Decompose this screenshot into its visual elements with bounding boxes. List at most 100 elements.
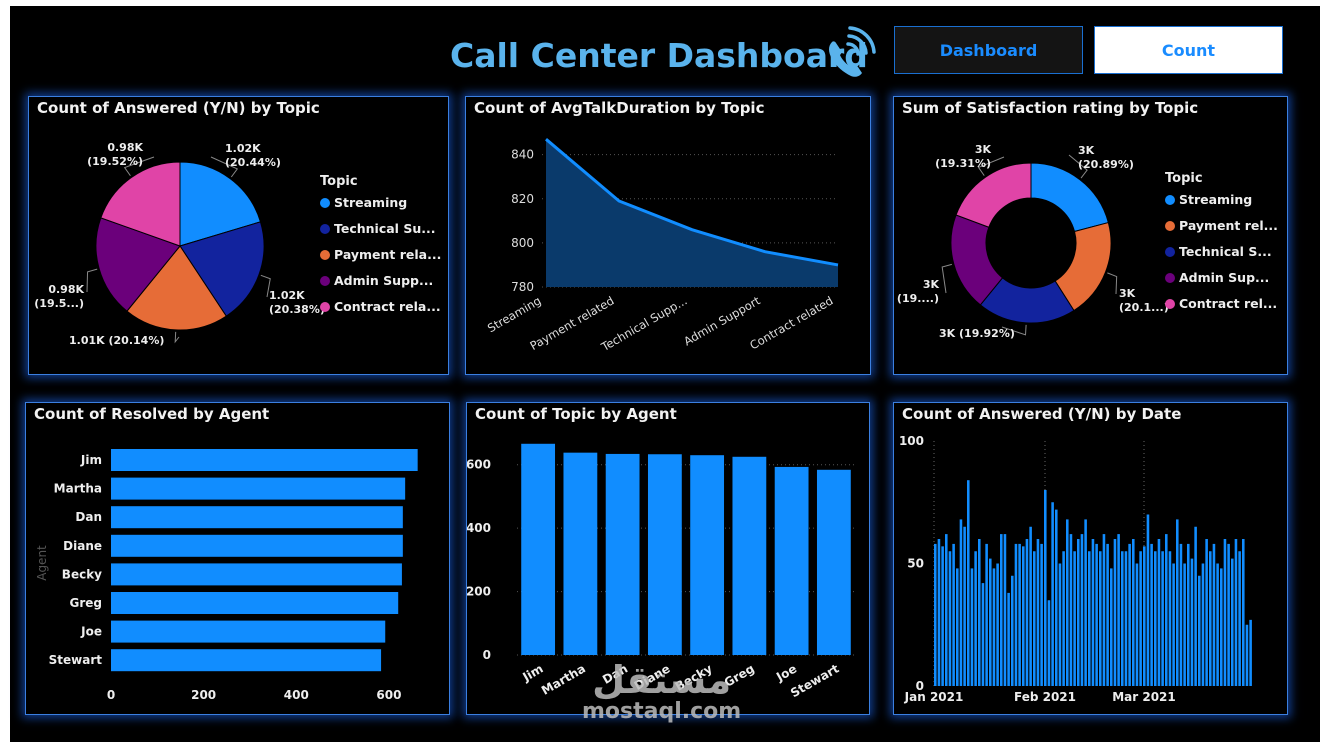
- bar-martha[interactable]: [563, 452, 598, 655]
- bar-martha[interactable]: [111, 477, 406, 500]
- date-bar[interactable]: [1084, 519, 1087, 686]
- date-bar[interactable]: [1194, 526, 1197, 686]
- date-bar[interactable]: [1249, 619, 1252, 686]
- date-bar[interactable]: [1201, 563, 1205, 687]
- bar-stewart[interactable]: [816, 469, 851, 655]
- date-bar[interactable]: [1007, 592, 1010, 686]
- date-bar[interactable]: [1095, 543, 1098, 686]
- date-bar[interactable]: [1088, 551, 1091, 686]
- date-bar[interactable]: [1117, 534, 1120, 686]
- date-bar[interactable]: [1143, 546, 1146, 686]
- date-bar[interactable]: [945, 534, 948, 686]
- bar-greg[interactable]: [111, 592, 399, 614]
- bar-diane[interactable]: [111, 534, 403, 557]
- date-bar[interactable]: [934, 543, 937, 686]
- date-bar[interactable]: [1000, 534, 1003, 686]
- date-bar[interactable]: [1047, 600, 1051, 686]
- date-bar[interactable]: [967, 480, 970, 686]
- slice-technical-support[interactable]: [179, 221, 265, 317]
- date-bar[interactable]: [970, 568, 974, 686]
- date-bar[interactable]: [1161, 551, 1164, 686]
- resolved-by-agent-panel[interactable]: Count of Resolved by Agent Agent Jim Marth…: [25, 402, 450, 715]
- date-bar[interactable]: [1205, 539, 1208, 686]
- date-bar[interactable]: [1212, 543, 1216, 686]
- date-bar[interactable]: [1062, 551, 1065, 686]
- slice-contract-related[interactable]: [955, 162, 1032, 228]
- date-bar[interactable]: [1227, 543, 1230, 686]
- bar-diane[interactable]: [647, 454, 682, 655]
- legend-item-contract-related[interactable]: Contract rela...: [334, 299, 441, 314]
- answered-by-topic-panel[interactable]: Count of Answered (Y/N) by Topic 1.02K (2…: [28, 96, 449, 375]
- date-bar[interactable]: [1150, 543, 1153, 686]
- date-bar[interactable]: [992, 568, 996, 686]
- date-bar[interactable]: [974, 551, 977, 686]
- date-bar[interactable]: [1040, 543, 1043, 686]
- date-bar[interactable]: [937, 539, 941, 686]
- date-bar[interactable]: [1077, 539, 1080, 686]
- date-bar[interactable]: [1187, 543, 1190, 686]
- bar-stewart[interactable]: [111, 649, 382, 672]
- bar-dan[interactable]: [111, 506, 403, 529]
- date-bar[interactable]: [1099, 551, 1102, 686]
- date-bar[interactable]: [1025, 539, 1029, 686]
- slice-streaming[interactable]: [179, 161, 262, 247]
- date-bar[interactable]: [1033, 551, 1036, 686]
- date-bar[interactable]: [1190, 558, 1194, 686]
- date-bar[interactable]: [1132, 539, 1135, 686]
- legend-item-contract-related[interactable]: Contract rel...: [1179, 296, 1277, 311]
- date-bar[interactable]: [1245, 624, 1249, 686]
- bar-becky[interactable]: [690, 455, 725, 655]
- slice-contract-related[interactable]: [100, 161, 181, 247]
- date-bar[interactable]: [1179, 543, 1183, 686]
- legend-item-admin-support[interactable]: Admin Supp...: [334, 273, 433, 288]
- date-bar[interactable]: [963, 526, 966, 686]
- date-bar[interactable]: [1051, 502, 1054, 686]
- date-bar[interactable]: [989, 558, 992, 686]
- bar-greg[interactable]: [732, 456, 767, 655]
- bar-becky[interactable]: [111, 563, 402, 586]
- date-bar[interactable]: [1154, 551, 1157, 686]
- date-bar[interactable]: [1157, 539, 1161, 686]
- date-bar[interactable]: [1238, 551, 1241, 686]
- date-bar[interactable]: [1069, 534, 1073, 686]
- legend-item-streaming[interactable]: Streaming: [334, 195, 407, 210]
- date-bar[interactable]: [1146, 514, 1150, 687]
- date-bar[interactable]: [1022, 546, 1025, 686]
- date-bar[interactable]: [1128, 543, 1131, 686]
- date-bar[interactable]: [1242, 539, 1245, 686]
- date-bar[interactable]: [1121, 551, 1124, 686]
- date-bar[interactable]: [1058, 563, 1062, 687]
- date-bar[interactable]: [1172, 563, 1175, 687]
- bar-dan[interactable]: [605, 453, 640, 655]
- date-bar[interactable]: [1091, 539, 1095, 686]
- date-bar[interactable]: [1066, 519, 1069, 686]
- date-bar[interactable]: [1220, 568, 1223, 686]
- date-bar[interactable]: [1080, 534, 1084, 686]
- date-bar[interactable]: [978, 539, 981, 686]
- date-bar[interactable]: [981, 583, 985, 686]
- date-bar[interactable]: [1055, 509, 1058, 686]
- date-bar[interactable]: [1106, 543, 1109, 686]
- answered-by-date-panel[interactable]: Count of Answered (Y/N) by Date 0 50 100 Ja…: [893, 402, 1288, 715]
- talk-duration-panel[interactable]: Count of AvgTalkDuration by Topic 780 800…: [465, 96, 871, 375]
- date-bar[interactable]: [1223, 539, 1227, 686]
- date-bar[interactable]: [1044, 490, 1047, 686]
- date-bar[interactable]: [1124, 551, 1128, 686]
- slice-payment-related[interactable]: [126, 245, 227, 331]
- date-bar[interactable]: [1036, 539, 1040, 686]
- date-bar[interactable]: [1216, 563, 1219, 687]
- slice-admin-support[interactable]: [95, 217, 181, 312]
- date-bar[interactable]: [1231, 558, 1234, 686]
- date-bar[interactable]: [1139, 551, 1142, 686]
- bar-joe[interactable]: [111, 620, 386, 643]
- date-bar[interactable]: [1003, 534, 1007, 686]
- legend-item-technical-support[interactable]: Technical Su...: [334, 221, 435, 236]
- date-bar[interactable]: [1110, 568, 1113, 686]
- date-bar[interactable]: [1165, 534, 1168, 686]
- topic-by-agent-panel[interactable]: Count of Topic by Agent 0 200 400 600 Jim Mar…: [466, 402, 870, 715]
- date-bar[interactable]: [959, 519, 963, 686]
- date-bar[interactable]: [1029, 526, 1032, 686]
- date-bar[interactable]: [1168, 551, 1172, 686]
- date-bar[interactable]: [1176, 519, 1179, 686]
- date-bar[interactable]: [1183, 563, 1186, 687]
